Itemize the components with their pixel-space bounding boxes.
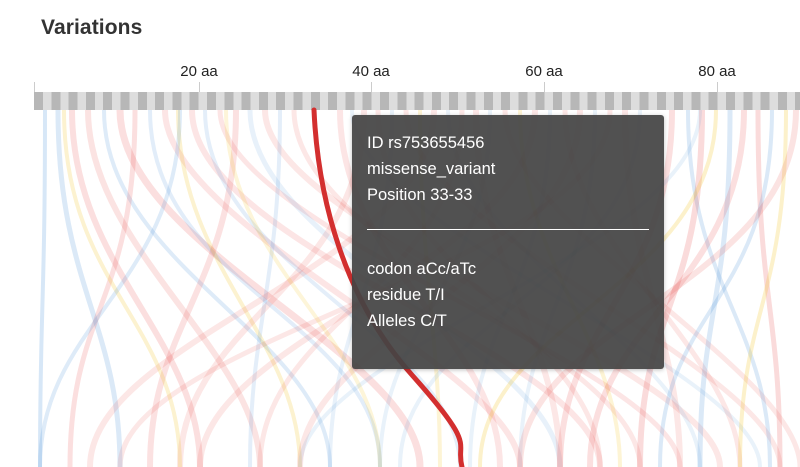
variant-tooltip: ID rs753655456 missense_variant Position… (352, 115, 664, 369)
variant-arc[interactable] (38, 109, 182, 467)
axis-tick-mark (371, 82, 372, 92)
axis-start-tick (34, 82, 35, 92)
variant-type: missense_variant (367, 160, 496, 178)
axis-tick-label: 60 aa (525, 63, 563, 80)
variant-position: Position 33-33 (367, 186, 473, 204)
variant-arc[interactable] (147, 109, 239, 467)
variant-arc[interactable] (637, 109, 705, 467)
variant-arc[interactable] (248, 109, 282, 467)
variant-arc[interactable] (55, 109, 123, 467)
axis-tick-label: 20 aa (180, 63, 218, 80)
variant-arc[interactable] (85, 109, 263, 467)
variant-arc[interactable] (102, 109, 332, 467)
sequence-ruler[interactable] (34, 92, 800, 110)
variant-arc[interactable] (69, 109, 203, 467)
variant-arc[interactable] (224, 109, 382, 467)
tooltip-divider (367, 229, 649, 230)
axis-tick-mark (717, 82, 718, 92)
variant-residue: residue T/I (367, 286, 445, 304)
axis-tick-mark (199, 82, 200, 92)
variant-id: ID rs753655456 (367, 134, 485, 152)
variant-arc[interactable] (116, 109, 424, 467)
variant-arc[interactable] (686, 109, 772, 467)
axis-tick-label: 40 aa (352, 63, 390, 80)
panel-title: Variations (41, 16, 143, 39)
variant-arc[interactable] (67, 109, 138, 467)
variant-arc[interactable] (755, 109, 783, 467)
variant-arc[interactable] (587, 109, 747, 467)
variant-arc[interactable] (176, 109, 302, 467)
variant-arc[interactable] (38, 109, 47, 467)
axis-tick-mark (544, 82, 545, 92)
variant-arc[interactable] (148, 109, 382, 467)
variant-codon: codon aCc/aTc (367, 260, 477, 278)
axis-tick-label: 80 aa (698, 63, 736, 80)
variant-arc[interactable] (697, 109, 733, 467)
variant-arc[interactable] (658, 109, 774, 467)
variant-arc[interactable] (162, 109, 523, 467)
variant-arc[interactable] (62, 109, 182, 467)
variant-arc[interactable] (738, 109, 788, 467)
variant-alleles: Alleles C/T (367, 312, 447, 330)
